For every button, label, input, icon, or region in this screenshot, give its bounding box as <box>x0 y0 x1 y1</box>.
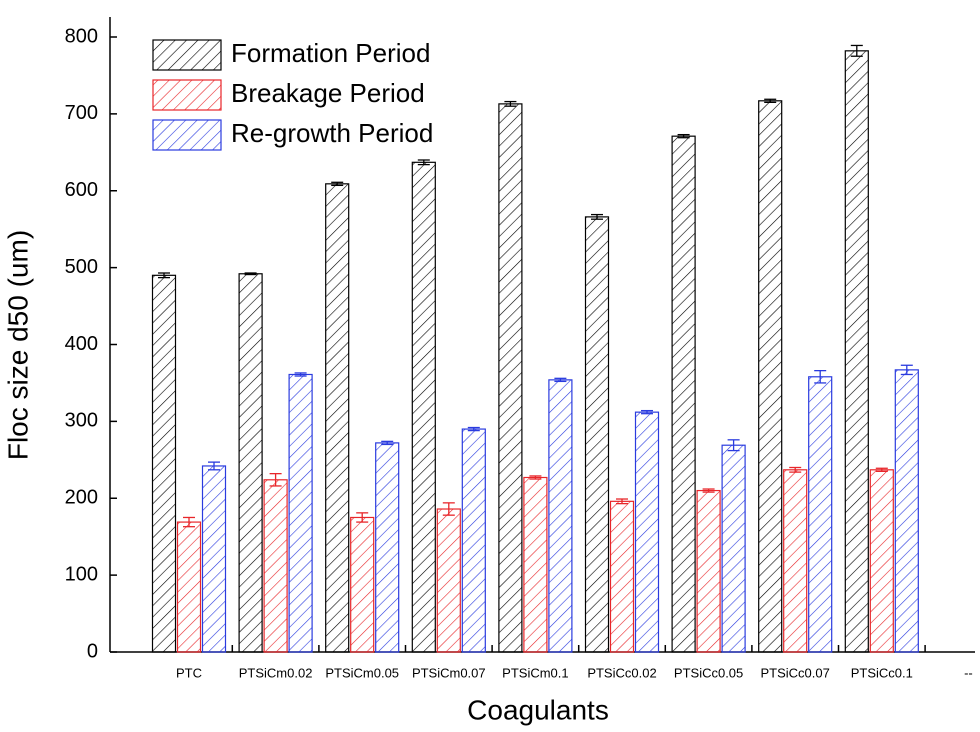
x-axis-title: Coagulants <box>467 694 609 725</box>
error-bar <box>158 272 170 279</box>
x-tick-label: PTSiCc0.07 <box>761 665 830 680</box>
legend-label: Re-growth Period <box>231 118 433 148</box>
bar <box>634 411 660 653</box>
bar <box>461 428 486 653</box>
error-bar <box>331 181 344 187</box>
x-tick-label: PTSiCc0.05 <box>674 665 743 680</box>
error-bar <box>677 133 690 139</box>
y-tick-label: 700 <box>65 102 98 124</box>
bar <box>844 50 869 653</box>
x-tick-label: PTC <box>176 665 202 680</box>
x-tick-label: -- <box>964 665 973 680</box>
error-bar <box>875 467 888 472</box>
bar <box>869 469 894 653</box>
error-bar <box>850 44 863 57</box>
bar <box>176 521 202 653</box>
x-tick-label: PTSiCm0.07 <box>412 665 486 680</box>
error-bar <box>183 516 195 528</box>
x-tick-label: PTSiCm0.05 <box>325 665 399 680</box>
y-tick-label: 300 <box>65 410 98 432</box>
x-tick-label: PTSiCc0.1 <box>851 665 913 680</box>
x-tick-label: PTSiCm0.1 <box>502 665 568 680</box>
legend-label: Breakage Period <box>231 78 425 108</box>
error-bar <box>591 213 603 220</box>
bar <box>721 444 746 653</box>
y-tick-label: 800 <box>65 25 98 47</box>
bar <box>288 373 313 653</box>
error-bar <box>529 475 542 480</box>
bar <box>498 103 523 653</box>
bar <box>375 442 400 653</box>
error-bar <box>244 272 257 276</box>
bar <box>609 500 635 653</box>
error-bar <box>417 159 430 166</box>
error-bar <box>727 439 740 452</box>
bar <box>263 479 288 653</box>
x-tick-label: PTSiCm0.02 <box>239 665 313 680</box>
error-bar <box>814 369 827 384</box>
error-bar <box>789 466 802 473</box>
error-bar <box>294 372 307 377</box>
error-bar <box>504 100 517 107</box>
bar <box>548 379 573 653</box>
bar <box>894 369 919 653</box>
bar <box>350 516 375 653</box>
y-axis-title: Floc size d50 (um) <box>2 230 33 460</box>
bar <box>584 216 610 653</box>
legend-swatch <box>152 79 222 111</box>
error-bar <box>554 377 567 383</box>
error-bar <box>764 98 777 103</box>
x-tick-label: PTSiCc0.02 <box>587 665 656 680</box>
y-tick-label: 0 <box>87 640 98 662</box>
y-tick-label: 400 <box>65 333 98 355</box>
error-bar <box>381 440 394 446</box>
legend-swatch <box>152 119 222 151</box>
bar <box>411 161 436 653</box>
bar <box>758 100 783 653</box>
error-bar <box>442 502 455 516</box>
error-bar <box>356 512 369 523</box>
legend-label: Formation Period <box>231 38 430 68</box>
bar <box>671 135 696 653</box>
y-tick-label: 500 <box>65 256 98 278</box>
bar <box>783 469 808 653</box>
bar <box>151 274 177 653</box>
bar <box>238 273 263 653</box>
y-tick-label: 600 <box>65 179 98 201</box>
bar <box>325 183 350 653</box>
bar <box>808 376 833 653</box>
legend-swatch <box>152 39 222 71</box>
error-bar <box>702 488 715 493</box>
error-bar <box>467 426 480 432</box>
y-tick-label: 200 <box>65 487 98 509</box>
error-bar <box>269 472 282 487</box>
error-bar <box>208 461 220 471</box>
error-bar <box>900 364 913 376</box>
bar <box>201 465 227 653</box>
error-bar <box>641 409 653 415</box>
bar <box>523 476 548 653</box>
bar <box>436 508 461 653</box>
bar <box>696 489 721 653</box>
error-bar <box>616 498 628 505</box>
y-tick-label: 100 <box>65 563 98 585</box>
